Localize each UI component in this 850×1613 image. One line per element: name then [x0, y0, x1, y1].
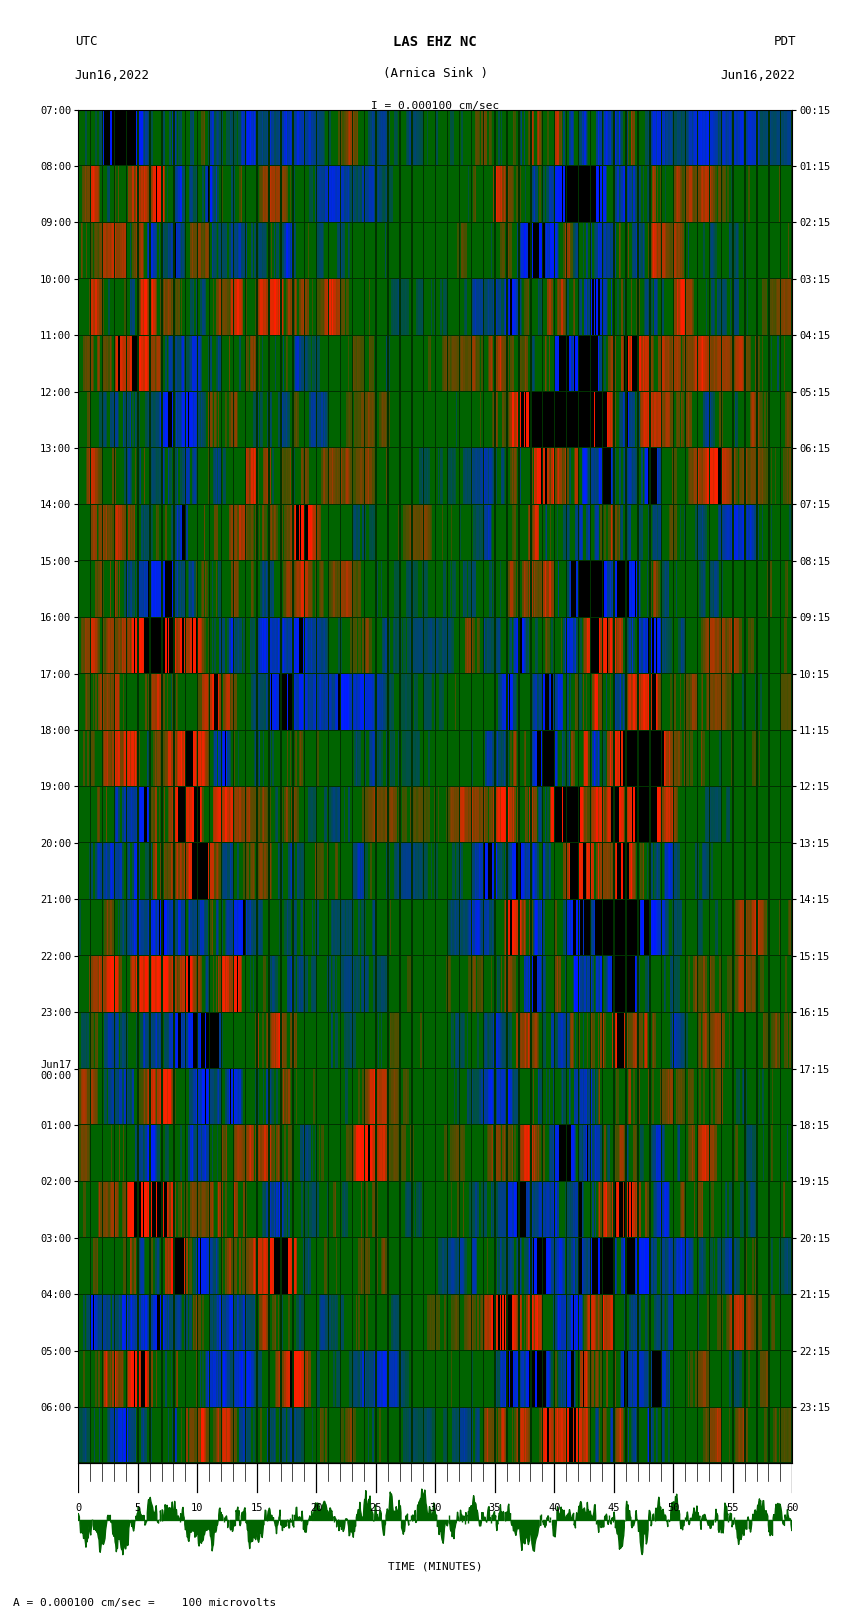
Text: 25: 25	[370, 1503, 382, 1513]
Text: Jun16,2022: Jun16,2022	[721, 69, 796, 82]
Text: 35: 35	[489, 1503, 501, 1513]
Text: I = 0.000100 cm/sec: I = 0.000100 cm/sec	[371, 100, 499, 111]
Text: 10: 10	[191, 1503, 203, 1513]
Text: TIME (MINUTES): TIME (MINUTES)	[388, 1561, 483, 1571]
Text: 0: 0	[75, 1503, 82, 1513]
Text: 45: 45	[608, 1503, 620, 1513]
Text: 5: 5	[134, 1503, 141, 1513]
Text: A = 0.000100 cm/sec =    100 microvolts: A = 0.000100 cm/sec = 100 microvolts	[13, 1598, 276, 1608]
Text: 50: 50	[667, 1503, 679, 1513]
Text: 55: 55	[727, 1503, 739, 1513]
Text: 15: 15	[251, 1503, 263, 1513]
Text: 60: 60	[786, 1503, 798, 1513]
Text: 30: 30	[429, 1503, 441, 1513]
Text: LAS EHZ NC: LAS EHZ NC	[394, 35, 477, 50]
Text: 20: 20	[310, 1503, 322, 1513]
Text: (Arnica Sink ): (Arnica Sink )	[382, 66, 488, 79]
Text: Jun16,2022: Jun16,2022	[75, 69, 150, 82]
Text: UTC: UTC	[75, 35, 97, 48]
Text: PDT: PDT	[774, 35, 796, 48]
Text: 40: 40	[548, 1503, 560, 1513]
